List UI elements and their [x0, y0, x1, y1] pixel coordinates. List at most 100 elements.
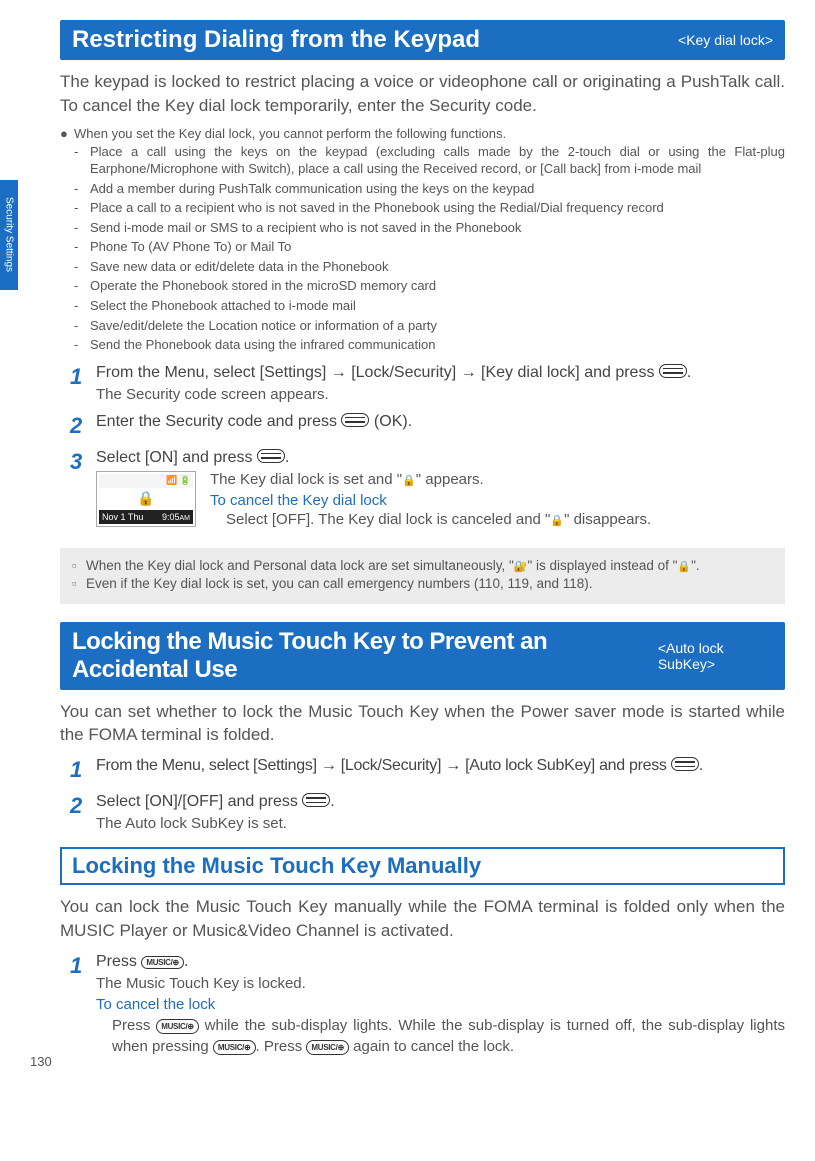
dash-text: Select the Phonebook attached to i-mode … — [90, 297, 356, 315]
step2-post: (OK). — [369, 413, 412, 430]
dash-bullet: - — [74, 238, 90, 256]
note-row: ▫ Even if the Key dial lock is set, you … — [72, 576, 773, 591]
dash-list: -Place a call using the keys on the keyp… — [74, 143, 785, 354]
sec3-cancel-body: Press MUSIC/⊕ while the sub-display ligh… — [112, 1015, 785, 1057]
section-2-header: Locking the Music Touch Key to Prevent a… — [60, 622, 785, 690]
music-key-icon: MUSIC/⊕ — [156, 1019, 199, 1034]
sec3-step1: 1 Press MUSIC/⊕. The Music Touch Key is … — [70, 953, 785, 1057]
music-key-icon: MUSIC/⊕ — [306, 1040, 349, 1055]
menu-button-icon — [302, 793, 330, 807]
section-3-header: Locking the Music Touch Key Manually — [60, 847, 785, 885]
bullet-dot: ● — [60, 126, 74, 141]
step-number: 1 — [70, 364, 96, 403]
antenna-icon: 📶 🔋 — [166, 475, 191, 486]
section-1-header: Restricting Dialing from the Keypad <Key… — [60, 20, 785, 60]
dash-item: -Save new data or edit/delete data in th… — [74, 258, 785, 276]
sec1-step1: 1 From the Menu, select [Settings] → [Lo… — [70, 364, 785, 403]
step-number: 2 — [70, 793, 96, 832]
step3-cancel-body: Select [OFF]. The Key dial lock is cance… — [226, 511, 785, 528]
music-key-icon: MUSIC/⊕ — [213, 1040, 256, 1055]
note-bullet: ▫ — [72, 558, 86, 573]
side-tab-security: Security Settings — [0, 180, 18, 290]
step1-title: From the Menu, select [Settings] → [Lock… — [96, 364, 785, 382]
sec3-step1-sub: The Music Touch Key is locked. — [96, 975, 785, 992]
phone-time: 9:05AM — [162, 512, 190, 522]
section-1-intro: The keypad is locked to restrict placing… — [60, 70, 785, 118]
sec1-step2: 2 Enter the Security code and press (OK)… — [70, 413, 785, 439]
step3-title: Select [ON] and press . — [96, 449, 785, 467]
section-2-tag: <Auto lock SubKey> — [658, 640, 773, 672]
sec1-step3: 3 Select [ON] and press . 📶 🔋 🔒 Nov 1 Th… — [70, 449, 785, 528]
dash-bullet: - — [74, 297, 90, 315]
step-number: 1 — [70, 757, 96, 783]
section-1-tag: <Key dial lock> — [678, 32, 773, 48]
dash-item: -Place a call to a recipient who is not … — [74, 199, 785, 217]
dash-bullet: - — [74, 277, 90, 295]
dash-item: -Add a member during PushTalk communicat… — [74, 180, 785, 198]
dash-text: Save/edit/delete the Location notice or … — [90, 317, 437, 335]
dash-bullet: - — [74, 258, 90, 276]
dash-text: Send the Phonebook data using the infrar… — [90, 336, 435, 354]
section-2-title: Locking the Music Touch Key to Prevent a… — [72, 628, 658, 684]
menu-button-icon — [257, 449, 285, 463]
lock-icon: 🔒 — [677, 560, 691, 573]
dash-item: -Send the Phonebook data using the infra… — [74, 336, 785, 354]
sec2-step2: 2 Select [ON]/[OFF] and press . The Auto… — [70, 793, 785, 832]
dash-text: Add a member during PushTalk communicati… — [90, 180, 534, 198]
page-content: Restricting Dialing from the Keypad <Key… — [60, 20, 785, 1057]
step2-pre: Enter the Security code and press — [96, 413, 341, 430]
dash-item: -Select the Phonebook attached to i-mode… — [74, 297, 785, 315]
section-3-intro: You can lock the Music Touch Key manuall… — [60, 895, 785, 943]
dash-text: Save new data or edit/delete data in the… — [90, 258, 389, 276]
menu-button-icon — [341, 413, 369, 427]
lock-icon: 🔒 — [402, 474, 416, 487]
note-row: ▫ When the Key dial lock and Personal da… — [72, 558, 773, 573]
bullet-lead-text: When you set the Key dial lock, you cann… — [74, 126, 506, 141]
sec2-step2-sub: The Auto lock SubKey is set. — [96, 815, 785, 832]
menu-button-icon — [659, 364, 687, 378]
dash-text: Send i-mode mail or SMS to a recipient w… — [90, 219, 521, 237]
step-body: Select [ON]/[OFF] and press . The Auto l… — [96, 793, 785, 832]
dash-item: -Operate the Phonebook stored in the mic… — [74, 277, 785, 295]
step1-sub: The Security code screen appears. — [96, 386, 785, 403]
dash-bullet: - — [74, 336, 90, 354]
lock-combo-icon: 🔐 — [514, 560, 528, 573]
step-number: 3 — [70, 449, 96, 528]
note2-text: Even if the Key dial lock is set, you ca… — [86, 576, 593, 591]
sec3-cancel-title: To cancel the lock — [96, 996, 785, 1013]
dash-bullet: - — [74, 219, 90, 237]
step-number: 1 — [70, 953, 96, 1057]
step1-pre: From the Menu, select [Settings] → [Lock… — [96, 364, 659, 381]
dash-bullet: - — [74, 180, 90, 198]
menu-button-icon — [671, 757, 699, 771]
note-bullet: ▫ — [72, 576, 86, 591]
dash-text: Place a call using the keys on the keypa… — [90, 143, 785, 178]
note-box-1: ▫ When the Key dial lock and Personal da… — [60, 548, 785, 604]
step3-right: The Key dial lock is set and "🔒" appears… — [210, 471, 785, 528]
lock-icon: 🔒 — [550, 514, 564, 527]
dash-bullet: - — [74, 317, 90, 335]
dash-text: Phone To (AV Phone To) or Mail To — [90, 238, 291, 256]
dash-item: -Place a call using the keys on the keyp… — [74, 143, 785, 178]
sec3-step1-title: Press MUSIC/⊕. — [96, 953, 785, 971]
phone-date: Nov 1 Thu — [102, 512, 143, 522]
step3-pre: Select [ON] and press — [96, 449, 257, 466]
phone-screenshot: 📶 🔋 🔒 Nov 1 Thu 9:05AM — [96, 471, 196, 527]
phone-info-bar: Nov 1 Thu 9:05AM — [99, 510, 193, 524]
step-body: Select [ON] and press . 📶 🔋 🔒 Nov 1 Thu … — [96, 449, 785, 528]
dash-item: -Save/edit/delete the Location notice or… — [74, 317, 785, 335]
music-key-icon: MUSIC/⊕ — [141, 956, 184, 969]
step-body: Enter the Security code and press (OK). — [96, 413, 785, 439]
bullet-lead-row: ● When you set the Key dial lock, you ca… — [60, 126, 785, 141]
step3-block: 📶 🔋 🔒 Nov 1 Thu 9:05AM The Key dial lock… — [96, 471, 785, 528]
step-body: From the Menu, select [Settings] → [Lock… — [96, 364, 785, 403]
sec2-step1-title: From the Menu, select [Settings] → [Lock… — [96, 757, 785, 775]
dash-item: -Send i-mode mail or SMS to a recipient … — [74, 219, 785, 237]
section-2-intro: You can set whether to lock the Music To… — [60, 700, 785, 748]
step2-title: Enter the Security code and press (OK). — [96, 413, 785, 431]
sec2-step1: 1 From the Menu, select [Settings] → [Lo… — [70, 757, 785, 783]
step-body: Press MUSIC/⊕. The Music Touch Key is lo… — [96, 953, 785, 1057]
sec2-step2-title: Select [ON]/[OFF] and press . — [96, 793, 785, 811]
dash-bullet: - — [74, 143, 90, 178]
step-body: From the Menu, select [Settings] → [Lock… — [96, 757, 785, 783]
